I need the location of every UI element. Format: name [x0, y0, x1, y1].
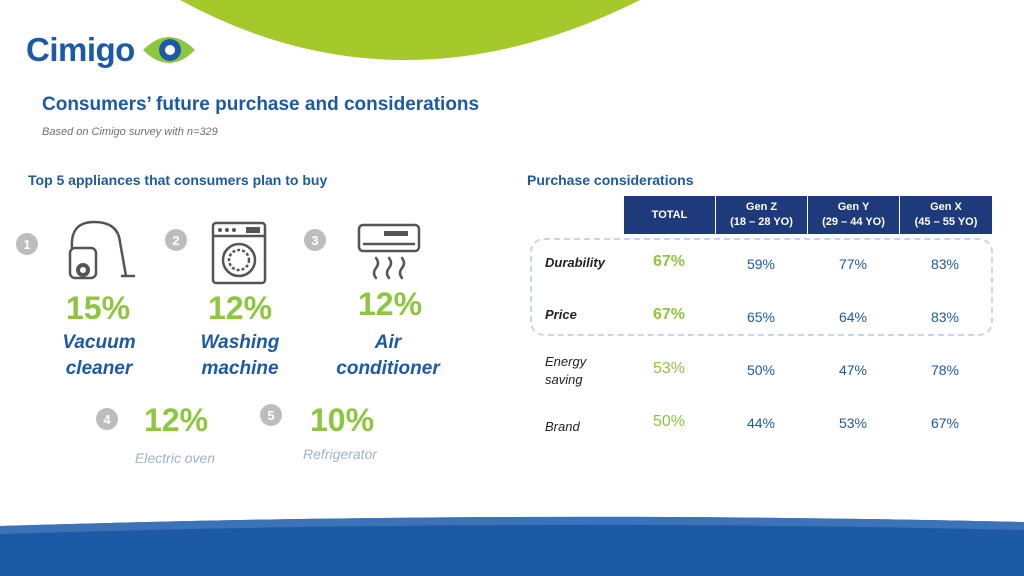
appliance-name-2: Washing machine: [175, 330, 305, 381]
appliance-percent-3: 12%: [357, 286, 423, 322]
appliance-percent-4: 12%: [143, 402, 209, 438]
appliances-heading: Top 5 appliances that consumers plan to …: [28, 172, 328, 188]
row-label-energy-saving-line2: saving: [545, 372, 583, 388]
row-label-energy-saving-line1: Energy: [545, 354, 587, 369]
appliance-name-3-line2: conditioner: [336, 357, 440, 379]
cell-durability-gen-y: 77%: [838, 256, 868, 272]
cell-price-gen-x: 83%: [930, 309, 960, 325]
rank-badge-1: 1: [16, 233, 38, 255]
column-header-gen-x-age: (45 – 55 YO): [914, 216, 978, 228]
row-label-price: Price: [545, 307, 577, 322]
column-header-gen-z-name: Gen Z: [745, 201, 778, 214]
page-title: Consumers’ future purchase and considera…: [42, 94, 480, 115]
appliance-name-1: Vacuum cleaner: [34, 330, 164, 381]
cimigo-logo: Cimigo: [26, 30, 197, 70]
cell-energy-saving-gen-z: 50%: [746, 362, 776, 378]
appliance-percent-1: 15%: [65, 290, 131, 326]
appliance-name-1-line1: Vacuum: [62, 332, 136, 353]
column-header-gen-z-age: (18 – 28 YO): [730, 216, 793, 228]
row-label-energy-saving: Energy saving: [545, 353, 586, 389]
air-conditioner-icon: [357, 223, 421, 280]
vacuum-cleaner-icon: [68, 220, 136, 280]
appliance-name-3: Air conditioner: [318, 330, 458, 381]
column-header-gen-x: Gen X (45 – 55 YO): [900, 196, 992, 234]
page-subtitle: Based on Cimigo survey with n=329: [42, 126, 218, 138]
appliance-name-2-line2: machine: [201, 357, 279, 379]
washing-machine-icon: [211, 221, 267, 285]
cell-brand-total: 50%: [652, 413, 686, 430]
appliance-name-2-line1: Washing: [200, 332, 280, 353]
cell-price-total: 67%: [652, 306, 686, 323]
top-green-arc: [180, 0, 640, 60]
cell-durability-gen-z: 59%: [746, 256, 776, 272]
cell-energy-saving-gen-x: 78%: [930, 362, 960, 378]
column-header-gen-y-name: Gen Y: [837, 201, 870, 214]
cell-brand-gen-z: 44%: [746, 415, 776, 431]
column-header-total: TOTAL: [624, 196, 716, 234]
appliance-percent-2: 12%: [207, 290, 273, 326]
column-header-gen-y-age: (29 – 44 YO): [822, 216, 885, 228]
appliance-name-5: Refrigerator: [303, 446, 377, 462]
cell-brand-gen-x: 67%: [930, 415, 960, 431]
cell-price-gen-y: 64%: [838, 309, 868, 325]
rank-badge-2: 2: [165, 229, 187, 251]
eye-logo-icon: [142, 37, 195, 63]
cell-brand-gen-y: 53%: [838, 415, 868, 431]
cell-energy-saving-gen-y: 47%: [838, 362, 868, 378]
rank-badge-3: 3: [304, 229, 326, 251]
cell-durability-total: 67%: [652, 253, 686, 270]
bottom-blue-band: [0, 516, 1024, 576]
cell-price-gen-z: 65%: [746, 309, 776, 325]
column-header-gen-z: Gen Z (18 – 28 YO): [716, 196, 808, 234]
rank-badge-4: 4: [96, 408, 118, 430]
cell-durability-gen-x: 83%: [930, 256, 960, 272]
appliance-name-3-line1: Air: [374, 332, 402, 353]
row-label-durability: Durability: [545, 255, 605, 270]
highlight-box: [530, 238, 993, 336]
cell-energy-saving-total: 53%: [652, 360, 686, 377]
column-header-total-label: TOTAL: [651, 208, 688, 221]
appliance-name-1-line2: cleaner: [65, 357, 133, 379]
column-header-gen-x-name: Gen X: [930, 201, 962, 214]
appliance-percent-5: 10%: [309, 402, 375, 438]
considerations-heading: Purchase considerations: [527, 172, 694, 188]
column-header-gen-y: Gen Y (29 – 44 YO): [808, 196, 900, 234]
appliance-name-4: Electric oven: [134, 450, 216, 466]
row-label-brand: Brand: [545, 419, 580, 434]
rank-badge-5: 5: [260, 404, 282, 426]
logo-text: Cimigo: [26, 31, 135, 68]
